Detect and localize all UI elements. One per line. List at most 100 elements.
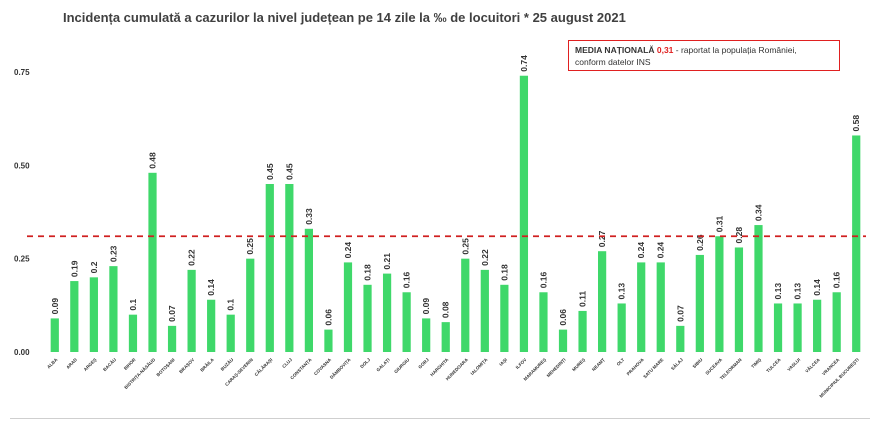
bar-value-label: 0.58 — [851, 115, 861, 132]
bar — [187, 269, 196, 352]
category-label: IALOMIȚA — [470, 357, 489, 376]
bar-value-label: 0.28 — [734, 227, 744, 244]
bar — [832, 292, 841, 352]
bar — [89, 277, 98, 352]
bar-value-label: 0.09 — [421, 298, 431, 315]
bar-value-label: 0.23 — [108, 245, 118, 262]
category-label: IAȘI — [498, 357, 508, 367]
bar-value-label: 0.2 — [89, 261, 99, 273]
category-label: SUCEAVA — [704, 357, 723, 376]
bar-value-label: 0.22 — [187, 249, 197, 266]
category-label: SATU MARE — [642, 357, 664, 379]
bar — [734, 247, 744, 352]
note-text-2: conform datelor INS — [575, 57, 651, 67]
bar-value-label: 0.08 — [441, 301, 451, 318]
bar — [304, 228, 313, 352]
bar — [637, 262, 646, 352]
bar-value-label: 0.24 — [636, 242, 646, 259]
bar — [539, 292, 548, 352]
bar-value-label: 0.25 — [245, 238, 255, 255]
category-label: ALBA — [46, 357, 59, 370]
bar-value-label: 0.45 — [284, 163, 294, 180]
bar-value-label: 0.33 — [304, 208, 314, 225]
bar-value-label: 0.16 — [538, 271, 548, 288]
bar — [754, 225, 763, 352]
bar — [363, 284, 372, 352]
bar — [343, 262, 353, 352]
bar — [519, 75, 529, 352]
category-label: ARAD — [65, 357, 78, 370]
category-label: VASLUI — [786, 357, 801, 372]
bar — [598, 251, 607, 352]
bar — [617, 303, 626, 352]
bar-value-label: 0.07 — [167, 305, 177, 322]
bar-value-label: 0.26 — [695, 234, 705, 251]
category-label: BIHOR — [123, 357, 137, 371]
bar-value-label: 0.06 — [323, 309, 333, 326]
bottom-border — [10, 418, 870, 419]
category-label: TIMIȘ — [750, 357, 763, 370]
bar-value-label: 0.24 — [656, 242, 666, 259]
category-label: MEHEDINȚI — [546, 357, 567, 378]
national-average-note: MEDIA NAȚIONALĂ 0,31 - raportat la popul… — [568, 40, 840, 71]
bar-value-label: 0.11 — [578, 291, 588, 307]
bar — [500, 284, 509, 352]
category-label: PRAHOVA — [626, 357, 646, 377]
category-label: CONSTANȚA — [289, 357, 313, 381]
bar-value-label: 0.27 — [597, 230, 607, 247]
bar — [461, 258, 470, 352]
category-label: ILFOV — [515, 357, 528, 370]
category-label: BACĂU — [101, 356, 117, 372]
bar — [50, 318, 59, 352]
category-label: BOTOȘANI — [155, 357, 176, 378]
bar-value-label: 0.18 — [363, 264, 373, 281]
bar — [285, 184, 294, 352]
bar-value-label: 0.18 — [499, 264, 509, 281]
bar — [441, 322, 450, 352]
bar-value-label: 0.1 — [226, 299, 236, 311]
category-label: NEAMȚ — [591, 357, 606, 372]
bar — [578, 310, 587, 352]
category-label: DOLJ — [359, 357, 371, 369]
bar — [167, 325, 177, 352]
bar-value-label: 0.34 — [753, 204, 763, 221]
category-label: GIURGIU — [393, 357, 410, 374]
bar-value-label: 0.09 — [50, 298, 60, 315]
bar-value-label: 0.13 — [793, 283, 803, 300]
category-label: TULCEA — [765, 357, 782, 374]
y-tick-label: 0.00 — [14, 348, 30, 357]
bar-value-label: 0.16 — [402, 271, 412, 288]
bar — [265, 184, 274, 352]
category-label: MUNICIPIUL BUCUREȘTI — [818, 357, 860, 399]
bar — [422, 318, 431, 352]
bar — [226, 314, 235, 352]
bar — [676, 325, 685, 352]
bar — [852, 135, 861, 352]
note-value: 0,31 — [656, 45, 674, 55]
bar — [207, 299, 216, 352]
bar-value-label: 0.45 — [265, 163, 275, 180]
bar — [382, 273, 392, 352]
bar — [324, 329, 333, 352]
bar — [715, 236, 724, 352]
bar — [128, 314, 138, 352]
chart-title: Incidența cumulată a cazurilor la nivel … — [63, 10, 626, 25]
bar — [402, 292, 411, 352]
bar — [656, 262, 665, 352]
note-label: MEDIA NAȚIONALĂ — [575, 45, 655, 55]
note-text-1: - raportat la populația României, — [673, 45, 797, 55]
category-label: OLT — [616, 357, 626, 367]
bar-value-label: 0.74 — [519, 55, 529, 72]
y-tick-label: 0.25 — [14, 255, 30, 264]
bar-value-label: 0.13 — [617, 283, 627, 300]
bar — [480, 269, 489, 352]
category-label: BRĂILA — [199, 356, 216, 373]
bar-value-label: 0.21 — [382, 253, 392, 270]
category-label: BUZĂU — [219, 356, 234, 371]
category-label: GORJ — [417, 357, 430, 370]
bar-value-label: 0.19 — [69, 260, 79, 277]
bar — [148, 172, 157, 352]
category-label: CĂLĂRAȘI — [253, 356, 274, 377]
bar-value-label: 0.48 — [148, 152, 158, 169]
bar — [773, 303, 783, 352]
